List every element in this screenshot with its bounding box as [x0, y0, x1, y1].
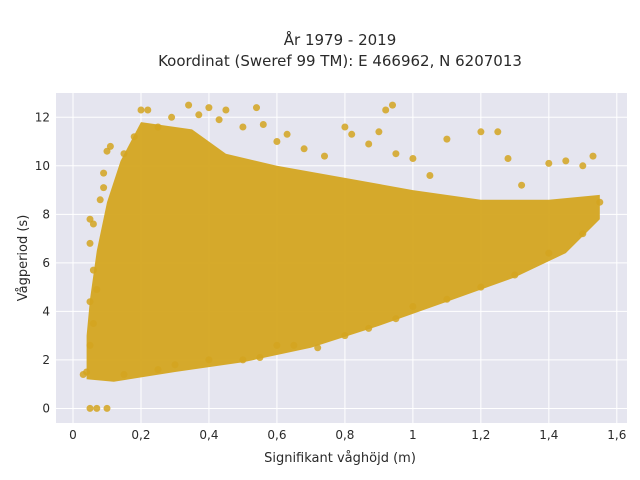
- data-point: [239, 123, 247, 131]
- x-axis-label: Signifikant våghöjd (m): [264, 451, 416, 466]
- data-point: [389, 101, 396, 109]
- data-point: [154, 123, 162, 131]
- data-point: [579, 230, 587, 238]
- data-point: [341, 332, 349, 340]
- data-point: [300, 145, 308, 153]
- data-point: [443, 135, 451, 143]
- x-tick-label: 1,4: [539, 428, 558, 442]
- data-point: [130, 133, 138, 141]
- data-point: [443, 295, 451, 303]
- data-point: [511, 271, 519, 279]
- data-point: [545, 159, 553, 167]
- y-tick-label: 4: [42, 304, 50, 318]
- data-point: [348, 130, 356, 138]
- data-point: [382, 106, 390, 114]
- data-point: [137, 106, 145, 114]
- dense-point-cloud: [86, 122, 600, 382]
- data-point: [205, 104, 213, 112]
- y-tick-label: 12: [35, 110, 50, 124]
- data-point: [205, 356, 213, 364]
- y-axis-label: Vågperiod (s): [16, 215, 31, 302]
- x-tick-labels: 0 0,2 0,4 0,6 0,8 1 1,2 1,4 1,6: [69, 428, 626, 442]
- data-point: [100, 169, 108, 177]
- chart-title-line2: Koordinat (Sweref 99 TM): E 466962, N 62…: [158, 52, 522, 70]
- data-point: [253, 104, 260, 112]
- data-point: [409, 155, 417, 162]
- data-point: [365, 140, 373, 148]
- data-point: [89, 266, 97, 274]
- data-point: [93, 286, 101, 293]
- data-point: [239, 356, 247, 364]
- data-point: [283, 130, 291, 138]
- data-point: [562, 157, 570, 165]
- data-point: [96, 196, 104, 204]
- data-point: [93, 404, 101, 412]
- data-point: [86, 298, 94, 306]
- x-tick-label: 0,4: [199, 428, 218, 442]
- data-point: [86, 341, 94, 349]
- y-tick-label: 6: [42, 256, 50, 270]
- data-point: [426, 172, 434, 179]
- y-tick-label: 10: [35, 159, 50, 173]
- data-point: [103, 404, 111, 412]
- x-tick-label: 0,6: [267, 428, 286, 442]
- x-tick-label: 0: [69, 428, 77, 442]
- data-point: [89, 320, 97, 327]
- data-point: [195, 111, 203, 119]
- data-point: [341, 123, 349, 131]
- data-point: [392, 150, 400, 158]
- y-tick-label: 8: [42, 207, 50, 221]
- data-point: [185, 101, 193, 109]
- data-point: [321, 152, 328, 160]
- data-point: [86, 239, 94, 247]
- data-point: [106, 142, 114, 150]
- data-point: [171, 361, 179, 369]
- y-tick-label: 2: [42, 353, 50, 367]
- data-point: [596, 198, 604, 206]
- data-point: [120, 150, 128, 158]
- data-points: [79, 101, 604, 412]
- x-tick-label: 0,2: [131, 428, 150, 442]
- data-point: [273, 138, 281, 145]
- data-point: [375, 128, 383, 136]
- data-point: [579, 162, 587, 170]
- data-point: [222, 106, 230, 114]
- data-point: [120, 371, 128, 378]
- x-tick-label: 1,2: [471, 428, 490, 442]
- data-point: [144, 106, 152, 114]
- data-point: [86, 215, 94, 223]
- data-point: [168, 113, 176, 121]
- data-density-region: [86, 122, 600, 382]
- data-point: [83, 368, 91, 376]
- x-tick-label: 0,8: [335, 428, 354, 442]
- y-tick-label: 0: [42, 401, 50, 415]
- data-point: [477, 283, 485, 291]
- y-tick-labels: 0 2 4 6 8 10 12: [35, 110, 50, 415]
- data-point: [409, 303, 417, 310]
- chart-title-line1: År 1979 - 2019: [284, 30, 397, 49]
- data-point: [256, 354, 264, 361]
- data-point: [477, 128, 485, 136]
- data-point: [215, 116, 223, 124]
- data-point: [290, 341, 298, 349]
- data-point: [86, 404, 94, 412]
- data-point: [545, 249, 553, 257]
- data-point: [154, 366, 162, 374]
- data-point: [518, 181, 526, 189]
- data-point: [589, 152, 597, 160]
- data-point: [314, 344, 322, 352]
- x-tick-label: 1,6: [607, 428, 626, 442]
- data-point: [365, 324, 373, 332]
- data-point: [100, 184, 108, 192]
- data-point: [504, 155, 512, 162]
- data-point: [392, 315, 400, 323]
- data-point: [273, 341, 281, 349]
- x-tick-label: 1: [409, 428, 417, 442]
- data-point: [259, 121, 267, 128]
- data-point: [494, 128, 502, 136]
